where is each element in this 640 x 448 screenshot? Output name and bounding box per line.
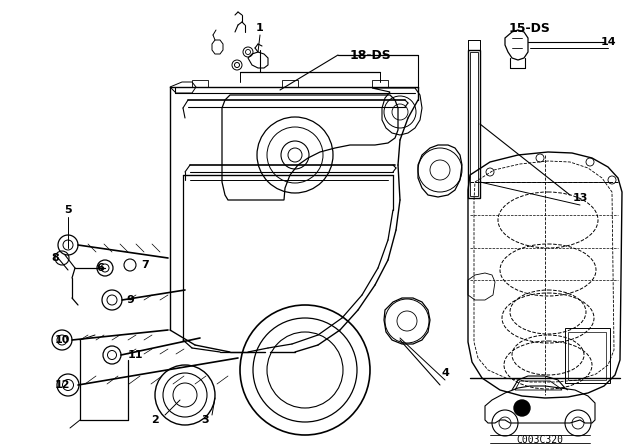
Circle shape <box>514 400 530 416</box>
Bar <box>468 50 480 198</box>
Text: 14: 14 <box>600 37 616 47</box>
Text: 6: 6 <box>96 263 104 273</box>
Text: 12: 12 <box>54 380 70 390</box>
Bar <box>470 52 478 196</box>
Text: 1: 1 <box>256 23 264 33</box>
Text: 10: 10 <box>54 335 70 345</box>
Text: 11: 11 <box>127 350 143 360</box>
Text: 13: 13 <box>572 193 588 203</box>
Text: 15-DS: 15-DS <box>509 22 551 34</box>
Bar <box>565 328 610 383</box>
Text: 3: 3 <box>201 415 209 425</box>
Text: 7: 7 <box>141 260 149 270</box>
Text: 4: 4 <box>441 368 449 378</box>
Bar <box>568 332 606 380</box>
Text: 8: 8 <box>51 253 59 263</box>
Text: 5: 5 <box>64 205 72 215</box>
Text: 9: 9 <box>126 295 134 305</box>
Text: 18-DS: 18-DS <box>349 48 391 61</box>
Text: 2: 2 <box>151 415 159 425</box>
Text: C003C320: C003C320 <box>516 435 563 445</box>
